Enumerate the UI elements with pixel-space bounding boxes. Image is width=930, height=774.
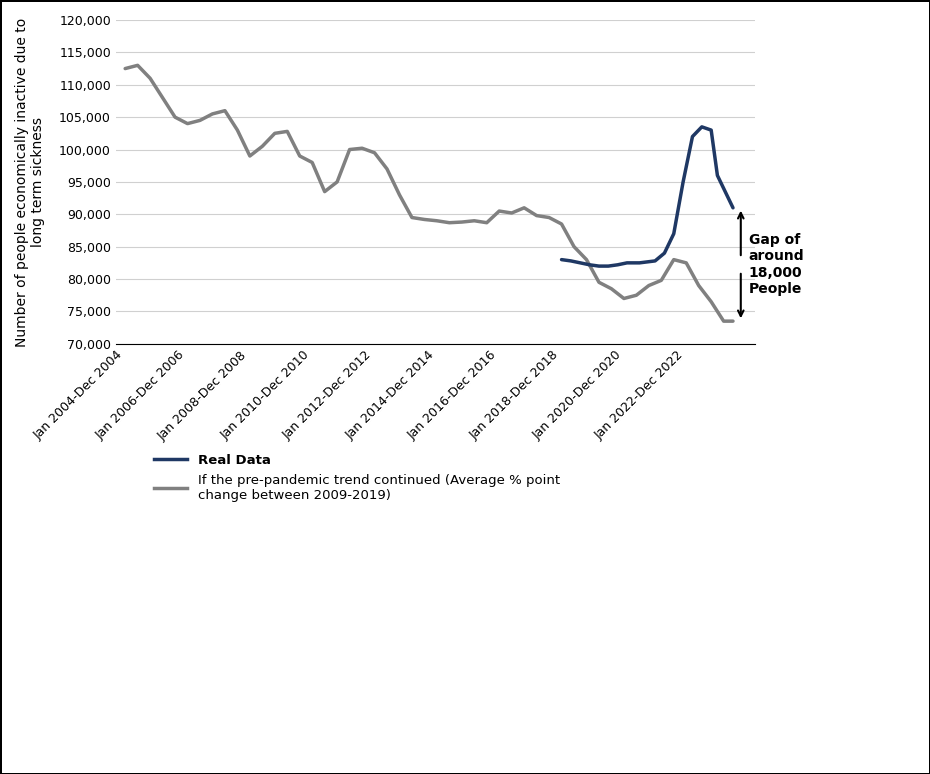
Y-axis label: Number of people economically inactive due to
long term sickness: Number of people economically inactive d… [15, 17, 46, 347]
Legend: Real Data, If the pre-pandemic trend continued (Average % point
change between 2: Real Data, If the pre-pandemic trend con… [154, 454, 560, 502]
Text: Gap of
around
18,000
People: Gap of around 18,000 People [749, 233, 804, 296]
